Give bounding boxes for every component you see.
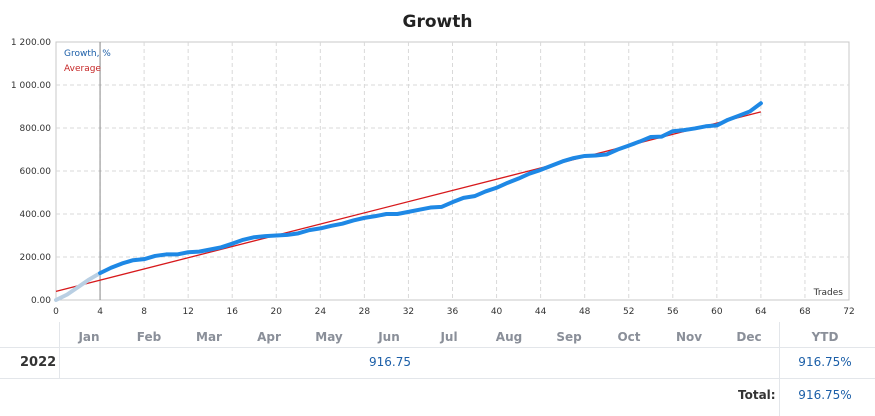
x-tick-label: 56 [667, 307, 679, 317]
series-line-growth-pre [54, 271, 103, 302]
legend-growth: Growth, % [64, 49, 111, 59]
month-header-apr: Apr [257, 330, 281, 344]
legend-average: Average [64, 64, 101, 74]
total-value: 916.75% [798, 388, 852, 402]
y-tick-label: 200.00 [20, 253, 52, 263]
column-divider [779, 322, 780, 416]
x-tick-label: 52 [623, 307, 634, 317]
month-header-nov: Nov [675, 330, 703, 344]
x-tick-label: 72 [843, 307, 854, 317]
month-header-jul: Jul [440, 330, 458, 344]
x-tick-label: 36 [447, 307, 459, 317]
x-tick-labels: 0 4 8 12 16 20 24 28 32 36 40 44 48 52 56 60 64 68 72 [53, 307, 855, 317]
x-tick-label: 4 [97, 307, 103, 317]
x-tick-label: 40 [491, 307, 503, 317]
month-header-mar: Mar [196, 330, 222, 344]
x-tick-label: 48 [579, 307, 591, 317]
x-tick-label: 64 [755, 307, 767, 317]
x-tick-label: 60 [711, 307, 723, 317]
month-header-aug: Aug [495, 330, 523, 344]
y-tick-label: 0.00 [31, 296, 51, 306]
y-tick-labels: 0.00 200.00 400.00 600.00 800.00 1 000.00 1 20… [11, 38, 51, 306]
x-tick-label: 32 [403, 307, 414, 317]
month-header-may: May [315, 330, 343, 344]
year-value: 916.75 [369, 355, 411, 369]
x-tick-label: 24 [315, 307, 327, 317]
x-tick-label: 8 [141, 307, 147, 317]
month-header-row: Jan Feb Mar Apr May Jun Jul Aug Sep Oct Nov Dec YTD [0, 322, 875, 348]
month-header-jan: Jan [78, 330, 100, 344]
chart-title: Growth [402, 12, 473, 32]
x-tick-label: 16 [226, 307, 238, 317]
month-header-jun: Jun [378, 330, 400, 344]
ytd-header: YTD [811, 330, 839, 344]
y-tick-label: 1 000.00 [11, 81, 51, 91]
year-label: 2022 [20, 355, 57, 370]
year-ytd-value: 916.75% [798, 355, 852, 369]
x-tick-label: 0 [53, 307, 59, 317]
y-tick-label: 800.00 [20, 124, 52, 134]
month-header-feb: Feb [136, 330, 162, 344]
month-header-oct: Oct [617, 330, 641, 344]
x-tick-label: 44 [535, 307, 547, 317]
row-divider [0, 378, 875, 379]
growth-chart: 0.00 200.00 400.00 600.00 800.00 1 000.00 1 20… [11, 38, 855, 317]
month-header-sep: Sep [556, 330, 582, 344]
x-tick-label: 68 [799, 307, 811, 317]
y-tick-label: 600.00 [20, 167, 52, 177]
row-divider [0, 347, 875, 348]
y-tick-label: 1 200.00 [11, 38, 51, 48]
month-header-dec: Dec [736, 330, 762, 344]
y-tick-label: 400.00 [20, 210, 52, 220]
total-label: Total: [738, 388, 776, 402]
x-axis-label: Trades [813, 288, 844, 298]
x-tick-label: 20 [271, 307, 283, 317]
series-line-growth [98, 101, 763, 276]
x-tick-label: 28 [359, 307, 371, 317]
x-tick-label: 12 [182, 307, 193, 317]
series-layer [54, 101, 763, 302]
column-divider [59, 322, 60, 378]
grid-lines [56, 42, 849, 300]
